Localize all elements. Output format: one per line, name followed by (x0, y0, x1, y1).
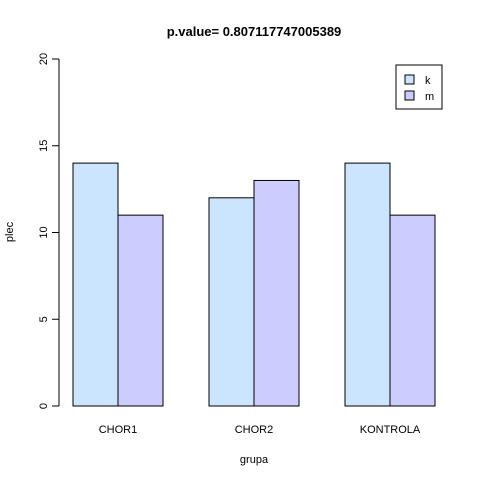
x-axis-tick-labels: CHOR1 CHOR2 KONTROLA (99, 424, 421, 436)
y-axis: 0 5 10 15 20 (38, 53, 60, 409)
bar-chor1-k (72, 162, 119, 407)
bar-chor1-m (117, 214, 164, 407)
legend-swatch-k (404, 74, 415, 85)
bar-chor2-m (253, 179, 300, 407)
y-axis-tick-label: 5 (38, 316, 50, 322)
x-axis-label: grupa (240, 454, 269, 466)
x-tick-label-chor1: CHOR1 (99, 424, 138, 436)
bar-chor2-k (208, 197, 255, 407)
bars-group (72, 162, 436, 407)
x-tick-label-kontrola: KONTROLA (360, 424, 421, 436)
chart-title: p.value= 0.807117747005389 (167, 24, 342, 39)
legend-label-k: k (425, 75, 431, 87)
y-axis-tick-label: 15 (38, 140, 50, 152)
legend-label-m: m (425, 91, 434, 103)
legend-box (395, 64, 443, 110)
bar-kontrola-k (344, 162, 391, 407)
bar-kontrola-m (389, 214, 436, 407)
y-axis-tick-label: 0 (38, 403, 50, 409)
legend: km (395, 64, 443, 110)
y-axis-tick-label: 10 (38, 226, 50, 238)
legend-swatch-m (404, 90, 415, 101)
y-axis-label: plec (4, 221, 16, 242)
x-tick-label-chor2: CHOR2 (235, 424, 274, 436)
y-axis-tick-label: 20 (38, 53, 50, 65)
